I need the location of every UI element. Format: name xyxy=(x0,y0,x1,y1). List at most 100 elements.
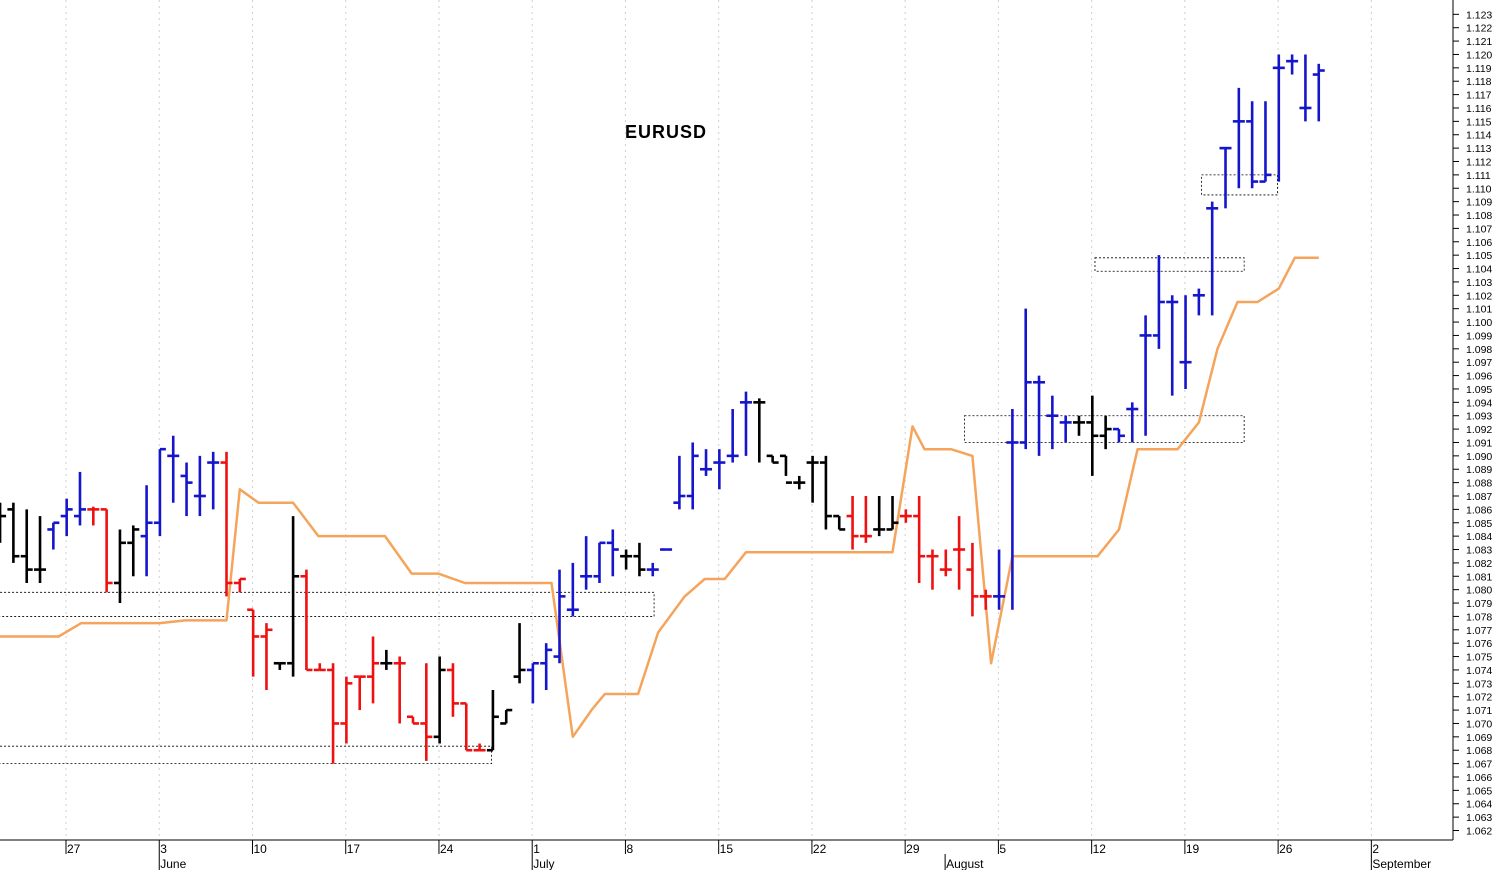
range-box xyxy=(1094,257,1245,272)
y-tick-label: 1.110 xyxy=(1466,183,1492,195)
ohlc-bar xyxy=(939,549,952,577)
ohlc-bar xyxy=(1192,288,1205,316)
ohlc-bar xyxy=(859,496,872,543)
y-tick-label: 1.117 xyxy=(1466,90,1492,102)
ohlc-bar xyxy=(287,516,300,677)
y-tick-label: 1.078 xyxy=(1466,611,1492,623)
y-tick-label: 1.106 xyxy=(1466,237,1492,249)
y-tick-label: 1.099 xyxy=(1466,330,1492,342)
y-tick-label: 1.092 xyxy=(1466,424,1492,436)
y-tick-label: 1.102 xyxy=(1466,290,1492,302)
chart-title: EURUSD xyxy=(625,122,707,142)
ohlc-bar xyxy=(1299,54,1312,122)
axes xyxy=(0,0,1454,841)
ohlc-bar xyxy=(34,516,47,583)
x-axis-ticks: 27 3 10 17 24 1 8 15 22 29 5 12 19 26 2 June July August S… xyxy=(65,840,1431,870)
month-label: June xyxy=(160,857,186,870)
ohlc-bar xyxy=(766,454,779,464)
y-tick-label: 1.067 xyxy=(1466,759,1492,771)
ohlc-bar xyxy=(140,485,153,577)
ohlc-bar xyxy=(1272,54,1285,182)
y-tick-label: 1.076 xyxy=(1466,638,1492,650)
ohlc-bar xyxy=(1126,402,1139,443)
ohlc-bar xyxy=(513,623,526,684)
ohlc-bar xyxy=(1166,295,1179,396)
x-tick-label: 26 xyxy=(1279,842,1293,856)
ohlc-bar xyxy=(753,398,766,463)
ohlc-bar xyxy=(446,663,459,717)
y-tick-label: 1.086 xyxy=(1466,504,1492,516)
y-tick-label: 1.073 xyxy=(1466,678,1492,690)
ohlc-bar xyxy=(566,562,579,617)
ohlc-bars xyxy=(0,54,1325,764)
x-tick-label: 10 xyxy=(253,842,267,856)
x-tick-label: 22 xyxy=(813,842,827,856)
ohlc-bar xyxy=(1046,395,1059,450)
y-tick-label: 1.097 xyxy=(1466,357,1492,369)
ohlc-bar xyxy=(1033,375,1046,456)
ohlc-bar xyxy=(819,455,832,530)
ohlc-bar xyxy=(646,562,659,577)
ohlc-bar xyxy=(420,663,433,761)
ohlc-bar xyxy=(873,496,886,537)
ohlc-bar xyxy=(846,496,859,550)
ohlc-bar xyxy=(580,536,593,590)
y-tick-label: 1.074 xyxy=(1466,665,1492,677)
y-tick-label: 1.101 xyxy=(1466,304,1492,316)
x-tick-label: 8 xyxy=(626,842,633,856)
x-tick-label: 15 xyxy=(720,842,734,856)
y-tick-label: 1.080 xyxy=(1466,585,1492,597)
range-box xyxy=(0,745,492,764)
y-tick-label: 1.114 xyxy=(1466,130,1492,142)
ohlc-bar xyxy=(247,608,260,677)
y-tick-label: 1.071 xyxy=(1466,705,1492,717)
x-tick-label: 29 xyxy=(906,842,920,856)
ohlc-bar xyxy=(806,455,819,503)
ohlc-bar xyxy=(20,509,33,583)
y-tick-label: 1.068 xyxy=(1466,745,1492,757)
x-tick-label: 2 xyxy=(1372,842,1379,856)
ohlc-bar xyxy=(100,508,113,593)
y-tick-label: 1.088 xyxy=(1466,478,1492,490)
ohlc-bar xyxy=(193,455,206,517)
y-tick-label: 1.123 xyxy=(1466,9,1492,21)
ohlc-bar xyxy=(127,525,140,577)
y-tick-label: 1.095 xyxy=(1466,384,1492,396)
ohlc-bar xyxy=(526,661,539,704)
ohlc-bar xyxy=(460,702,473,752)
ohlc-bar xyxy=(700,449,713,476)
ohlc-bar xyxy=(833,514,846,531)
y-tick-label: 1.087 xyxy=(1466,491,1492,503)
y-tick-label: 1.098 xyxy=(1466,344,1492,356)
ohlc-bar xyxy=(953,516,966,590)
x-tick-label: 27 xyxy=(67,842,81,856)
y-tick-label: 1.090 xyxy=(1466,451,1492,463)
ohlc-bar xyxy=(1099,415,1112,450)
ohlc-bar xyxy=(993,549,1006,610)
ohlc-bar xyxy=(726,409,739,463)
orange-line-series xyxy=(0,256,1319,739)
y-tick-label: 1.069 xyxy=(1466,732,1492,744)
y-tick-label: 1.093 xyxy=(1466,411,1492,423)
ohlc-bar xyxy=(540,643,553,691)
ohlc-bar xyxy=(0,502,7,543)
ohlc-bar xyxy=(1086,395,1099,476)
y-tick-label: 1.119 xyxy=(1466,63,1492,75)
ohlc-bar xyxy=(1006,409,1019,610)
y-tick-label: 1.062 xyxy=(1466,826,1492,838)
x-tick-label: 1 xyxy=(533,842,540,856)
ohlc-bar xyxy=(1246,101,1259,189)
ohlc-bar xyxy=(606,529,619,577)
ohlc-bar xyxy=(87,506,100,526)
y-tick-label: 1.111 xyxy=(1466,170,1491,182)
ohlc-bar xyxy=(886,496,899,531)
y-tick-label: 1.094 xyxy=(1466,397,1492,409)
y-tick-label: 1.118 xyxy=(1466,76,1492,88)
ohlc-bar xyxy=(553,569,566,664)
ohlc-bar xyxy=(7,502,20,563)
ohlc-bar xyxy=(913,496,926,583)
ohlc-bar xyxy=(1232,87,1245,189)
ohlc-bar xyxy=(260,623,273,691)
y-tick-label: 1.064 xyxy=(1466,799,1492,811)
y-tick-label: 1.107 xyxy=(1466,223,1492,235)
